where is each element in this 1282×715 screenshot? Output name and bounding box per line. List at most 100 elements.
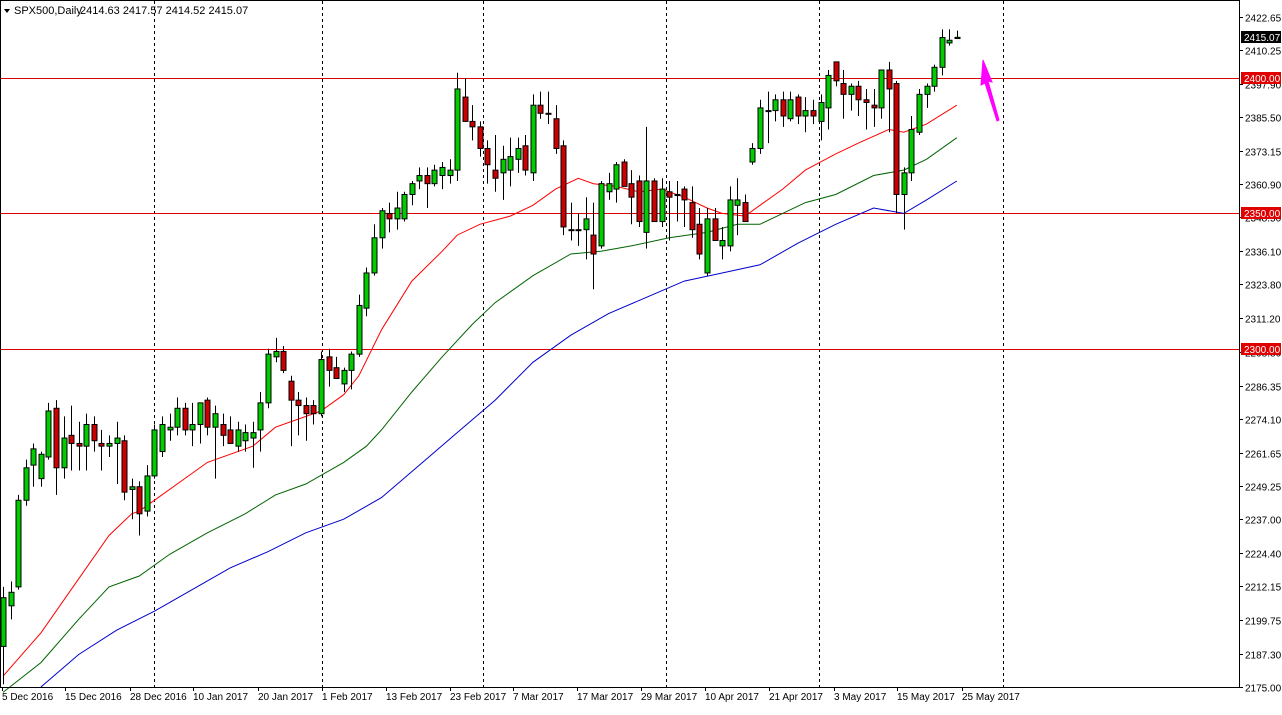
candle (8, 581, 15, 620)
candle (666, 180, 673, 241)
candle (348, 351, 355, 390)
bull-candle-body (167, 426, 174, 431)
bear-candle-body (295, 399, 302, 407)
candle (643, 126, 650, 249)
bull-candle-body (273, 350, 280, 358)
current-price-tag: 2415.07 (1241, 31, 1281, 44)
candle (939, 29, 946, 76)
bear-candle-body (182, 407, 189, 431)
bear-candle-body (220, 424, 227, 436)
bull-candle-body (439, 166, 446, 177)
candle (636, 175, 643, 227)
bear-candle-body (636, 180, 643, 223)
bear-candle-body (227, 429, 234, 444)
bull-candle-body (765, 110, 772, 113)
level-tag-background (1241, 343, 1281, 355)
bull-candle-body (394, 207, 401, 220)
candle (265, 348, 272, 409)
candle (742, 194, 749, 223)
candle (431, 164, 438, 187)
bear-candle-body (492, 169, 499, 179)
time-tick-label: 10 Apr 2017 (705, 692, 759, 703)
candle (53, 400, 60, 495)
candle (189, 402, 196, 447)
candle (326, 348, 333, 387)
candle (507, 137, 514, 187)
bull-candle-body (144, 475, 151, 512)
bull-candle-body (379, 210, 386, 239)
bear-candle-body (840, 83, 847, 95)
bear-candle-body (333, 367, 340, 380)
candle (91, 416, 98, 452)
bull-candle-body (151, 429, 158, 477)
candle (871, 88, 878, 127)
bull-candle-body (500, 158, 507, 174)
candle (303, 397, 310, 441)
bull-candle-body (15, 499, 22, 588)
candle (681, 186, 688, 227)
bull-candle-body (583, 218, 590, 231)
candle (416, 167, 423, 190)
time-tick-label: 21 Apr 2017 (769, 692, 823, 703)
candle (83, 413, 90, 471)
bear-candle-body (621, 161, 628, 187)
price-tick-label: 2323.80 (1245, 281, 1282, 292)
candle (212, 405, 219, 479)
candle (537, 91, 544, 119)
price-tick-label: 2187.30 (1245, 651, 1282, 662)
price-tick-label: 2422.65 (1245, 14, 1282, 25)
bear-candle-body (310, 405, 317, 415)
bull-candle-body (825, 74, 832, 109)
bull-candle-body (447, 169, 454, 177)
candle (560, 140, 567, 236)
price-tick-label: 2249.25 (1245, 483, 1282, 494)
candle (68, 405, 75, 471)
bear-candle-body (560, 145, 567, 228)
bear-candle-body (810, 110, 817, 117)
bull-candle-body (235, 429, 242, 447)
bear-candle-body (696, 223, 703, 255)
candle (250, 421, 257, 468)
candle (242, 424, 249, 452)
bull-candle-body (371, 237, 378, 274)
current-price-label: 2415.07 (1244, 33, 1281, 44)
candle (204, 397, 211, 436)
bear-candle-body (863, 99, 870, 103)
candle (288, 375, 295, 447)
bull-candle-body (356, 304, 363, 355)
symbol-label: SPX500,Daily (14, 5, 82, 17)
candle (462, 78, 469, 122)
bear-candle-body (204, 399, 211, 428)
candle (469, 105, 476, 141)
candle (23, 459, 30, 506)
time-axis[interactable]: 5 Dec 2016 15 Dec 2016 28 Dec 2016 10 Jan 2… (2, 687, 1020, 703)
bull-candle-body (265, 353, 272, 404)
candle (371, 224, 378, 276)
candle (719, 226, 726, 260)
candle (530, 94, 537, 181)
candle (818, 94, 825, 141)
candle (106, 435, 113, 457)
bull-candle-body (83, 424, 90, 447)
candle (749, 143, 756, 165)
candle (394, 191, 401, 230)
candle (908, 116, 915, 181)
price-axis[interactable]: 2422.65 2410.25 2397.90 2385.50 2373.15 2360.… (1239, 14, 1282, 695)
level-tag-label: 2300.00 (1244, 345, 1281, 356)
bull-candle-body (787, 99, 794, 120)
collapse-triangle-icon[interactable] (4, 9, 10, 13)
time-tick-label: 1 Feb 2017 (322, 692, 373, 703)
candle (379, 208, 386, 249)
bull-candle-body (545, 112, 552, 115)
bear-candle-body (780, 99, 787, 117)
bull-candle-body (772, 99, 779, 112)
candle (439, 162, 446, 190)
candle (159, 416, 166, 457)
price-tick-label: 2397.90 (1245, 81, 1282, 92)
candle (280, 346, 287, 374)
time-tick-label: 13 Feb 2017 (386, 692, 443, 703)
bull-candle-body (348, 353, 355, 371)
ohlc-label: 2414.63 2417.57 2414.52 2415.07 (80, 5, 248, 17)
